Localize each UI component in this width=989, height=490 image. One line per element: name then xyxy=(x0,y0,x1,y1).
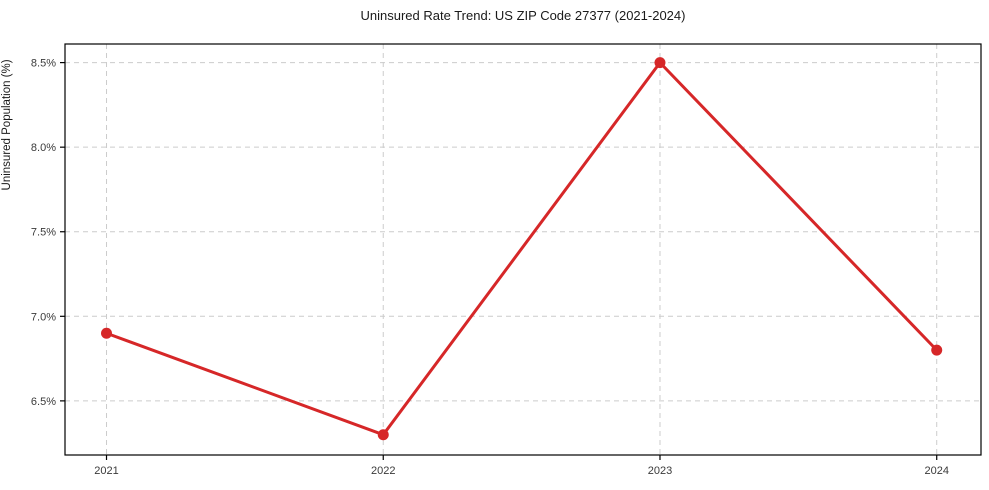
data-point-2024 xyxy=(931,344,943,356)
chart-title: Uninsured Rate Trend: US ZIP Code 27377 … xyxy=(360,8,686,23)
y-tick-label: 6.5% xyxy=(31,396,56,408)
data-point-2022 xyxy=(377,429,389,441)
y-tick-label: 7.5% xyxy=(31,227,56,239)
y-tick-label: 8.5% xyxy=(31,58,56,70)
x-tick-label: 2024 xyxy=(924,465,948,477)
data-point-2023 xyxy=(654,57,666,69)
x-tick-label: 2022 xyxy=(371,465,395,477)
y-tick-label: 7.0% xyxy=(31,311,56,323)
trend-line xyxy=(105,61,939,437)
x-tick-label: 2021 xyxy=(94,465,118,477)
plot-border xyxy=(64,43,982,456)
data-point-2021 xyxy=(101,327,113,339)
y-tick-label: 8.0% xyxy=(31,142,56,154)
x-tick-label: 2023 xyxy=(648,465,672,477)
